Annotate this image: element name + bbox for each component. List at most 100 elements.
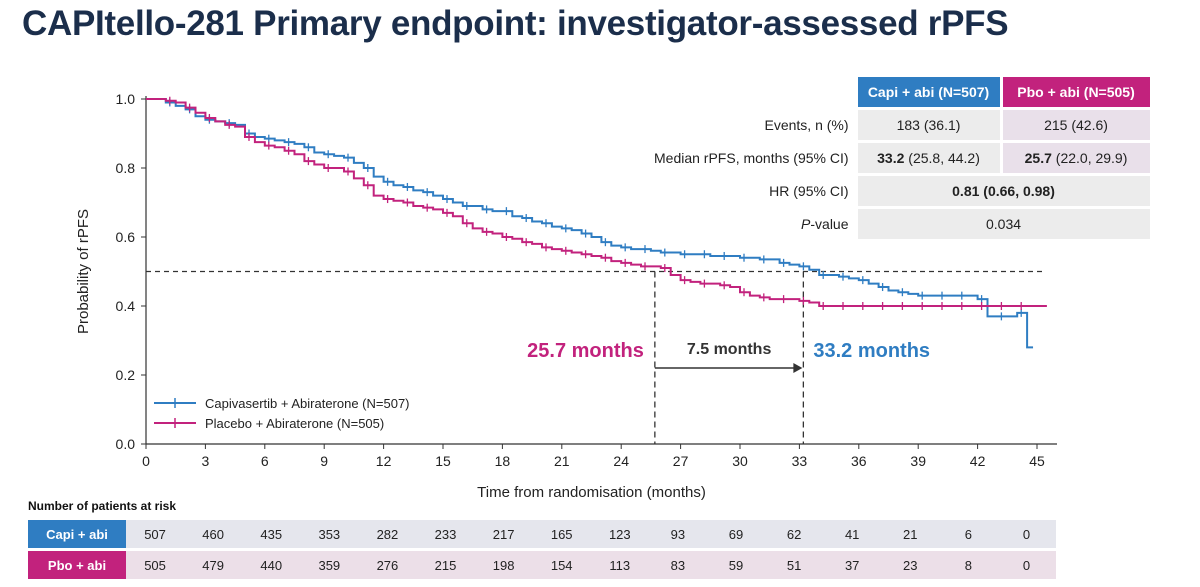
risk-cell: 6 xyxy=(939,520,998,548)
x-tick-label: 12 xyxy=(376,453,392,469)
p-value: 0.034 xyxy=(857,209,1150,239)
x-tick-label: 45 xyxy=(1029,453,1045,469)
x-tick-label: 21 xyxy=(554,453,570,469)
x-tick-label: 24 xyxy=(613,453,629,469)
summary-header-row: Capi + abi (N=507) Pbo + abi (N=505) xyxy=(646,77,1150,107)
x-tick-label: 39 xyxy=(910,453,926,469)
risk-table-title: Number of patients at risk xyxy=(28,499,177,513)
risk-cell: 460 xyxy=(184,520,243,548)
median-annotations: 25.7 months 33.2 months 7.5 months xyxy=(527,340,930,373)
reference-lines xyxy=(146,270,1042,444)
hr-value: 0.81 (0.66, 0.98) xyxy=(857,176,1150,206)
p-row: P-value 0.034 xyxy=(646,209,1150,239)
risk-cell: 233 xyxy=(416,520,475,548)
events-label: Events, n (%) xyxy=(764,117,849,133)
x-tick-label: 42 xyxy=(970,453,986,469)
risk-cell: 51 xyxy=(765,551,824,579)
y-axis-label: Probability of rPFS xyxy=(75,209,92,334)
risk-cell: 23 xyxy=(881,551,940,579)
risk-cell: 479 xyxy=(184,551,243,579)
x-tick-label: 0 xyxy=(142,453,150,469)
risk-cell: 113 xyxy=(590,551,649,579)
risk-cell: 359 xyxy=(300,551,359,579)
x-axis-label: Time from randomisation (months) xyxy=(477,484,706,500)
risk-cell: 0 xyxy=(997,520,1056,548)
risk-cell: 507 xyxy=(126,520,185,548)
x-tick-label: 6 xyxy=(261,453,269,469)
risk-cell: 154 xyxy=(532,551,591,579)
legend-label: Placebo + Abiraterone (N=505) xyxy=(205,416,384,431)
risk-cell: 123 xyxy=(590,520,649,548)
x-tick-label: 27 xyxy=(673,453,689,469)
risk-cell: 165 xyxy=(532,520,591,548)
x-tick-label: 30 xyxy=(732,453,748,469)
risk-cell: 59 xyxy=(706,551,766,579)
x-tick-label: 15 xyxy=(435,453,451,469)
p-label-italic: P xyxy=(801,216,811,232)
risk-cell: 440 xyxy=(242,551,301,579)
y-tick-label: 1.0 xyxy=(116,91,136,107)
events-pbo: 215 (42.6) xyxy=(1002,110,1150,140)
risk-label-capi: Capi + abi xyxy=(28,520,126,548)
risk-cell: 215 xyxy=(416,551,475,579)
difference-arrow-head xyxy=(793,363,803,373)
risk-cell: 282 xyxy=(358,520,417,548)
capi-median-label: 33.2 months xyxy=(813,340,930,362)
median-label: Median rPFS, months (95% CI) xyxy=(654,150,849,166)
events-row: Events, n (%) 183 (36.1) 215 (42.6) xyxy=(646,110,1150,140)
x-tick-label: 33 xyxy=(792,453,808,469)
x-tick-label: 3 xyxy=(202,453,210,469)
risk-cell: 217 xyxy=(474,520,533,548)
x-tick-label: 18 xyxy=(495,453,511,469)
risk-cell: 21 xyxy=(881,520,940,548)
hr-row: HR (95% CI) 0.81 (0.66, 0.98) xyxy=(646,176,1150,206)
events-capi: 183 (36.1) xyxy=(857,110,1000,140)
chart-legend: Capivasertib + Abiraterone (N=507) Placeb… xyxy=(154,396,410,431)
median-pbo-value: 25.7 xyxy=(1024,150,1052,166)
risk-cell: 8 xyxy=(939,551,998,579)
km-curve-pbo xyxy=(146,98,1047,307)
risk-cell: 0 xyxy=(997,551,1056,579)
difference-label: 7.5 months xyxy=(687,341,772,358)
median-pbo: 25.7 (22.0, 29.9) xyxy=(1002,143,1150,173)
risk-label-pbo: Pbo + abi xyxy=(28,551,126,579)
chart-ticks: 0 3 6 9 12 15 18 21 24 27 30 33 36 39 42 450.00.20.40.6… xyxy=(116,91,1045,469)
risk-row-pbo: Pbo + abi 505 479 440 359 276 215 198 154 113 83 5… xyxy=(28,551,1056,579)
chart-axes: Time from randomisation (months) Probabil… xyxy=(75,96,1057,500)
header-pbo: Pbo + abi (N=505) xyxy=(1002,77,1150,107)
risk-cell: 37 xyxy=(823,551,882,579)
x-tick-label: 36 xyxy=(851,453,867,469)
x-tick-label: 9 xyxy=(320,453,328,469)
median-capi: 33.2 (25.8, 44.2) xyxy=(857,143,1000,173)
summary-table: Capi + abi (N=507) Pbo + abi (N=505) Eve… xyxy=(643,74,1153,242)
y-tick-label: 0.0 xyxy=(116,436,136,452)
risk-cell: 276 xyxy=(358,551,417,579)
header-capi: Capi + abi (N=507) xyxy=(857,77,1000,107)
risk-cell: 505 xyxy=(126,551,185,579)
median-row: Median rPFS, months (95% CI) 33.2 (25.8,… xyxy=(646,143,1150,173)
y-tick-label: 0.8 xyxy=(116,160,136,176)
risk-cell: 198 xyxy=(474,551,533,579)
hr-label: HR (95% CI) xyxy=(769,183,849,199)
km-chart: Time from randomisation (months) Probabil… xyxy=(75,91,1057,500)
risk-cell: 69 xyxy=(706,520,766,548)
risk-cell: 353 xyxy=(300,520,359,548)
p-label: P-value xyxy=(646,209,855,239)
risk-table: Capi + abi 507 460 435 353 282 233 217 165 123 93… xyxy=(28,517,1056,582)
y-tick-label: 0.2 xyxy=(116,367,136,383)
risk-row-capi: Capi + abi 507 460 435 353 282 233 217 165 123 93… xyxy=(28,520,1056,548)
page-title: CAPItello-281 Primary endpoint: investig… xyxy=(22,4,1009,43)
risk-cell: 435 xyxy=(242,520,301,548)
km-curves xyxy=(146,96,1047,349)
risk-cell: 62 xyxy=(765,520,824,548)
p-label-rest: -value xyxy=(810,216,849,232)
y-tick-label: 0.4 xyxy=(116,298,136,314)
median-pbo-ci: (22.0, 29.9) xyxy=(1051,150,1128,166)
pbo-median-label: 25.7 months xyxy=(527,340,644,362)
km-curve-capi xyxy=(146,98,1034,349)
risk-cell: 93 xyxy=(648,520,707,548)
legend-label: Capivasertib + Abiraterone (N=507) xyxy=(205,396,410,411)
y-tick-label: 0.6 xyxy=(116,229,136,245)
median-capi-value: 33.2 xyxy=(877,150,905,166)
median-capi-ci: (25.8, 44.2) xyxy=(904,150,980,166)
